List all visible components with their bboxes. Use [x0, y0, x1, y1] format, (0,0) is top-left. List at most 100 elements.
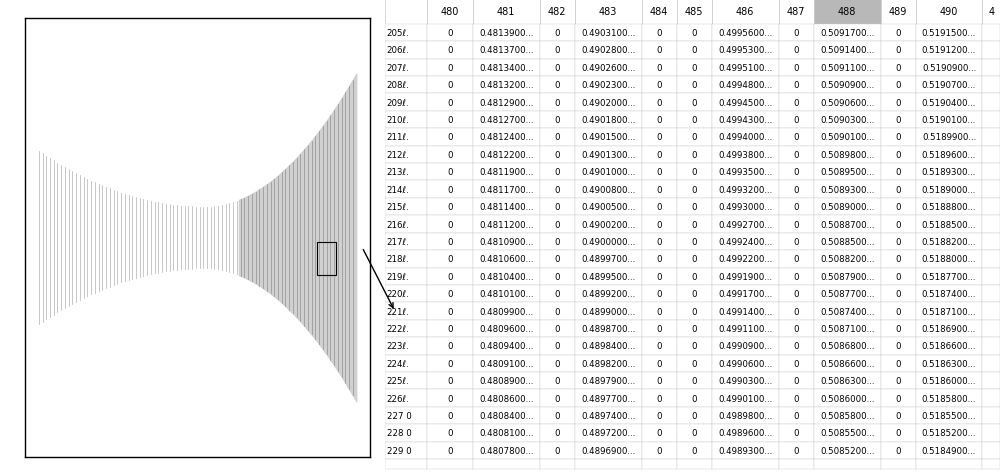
Bar [677, 60, 712, 77]
Bar [642, 147, 677, 164]
Bar [677, 216, 712, 233]
Text: 482: 482 [548, 8, 566, 17]
Text: 0.4993000...: 0.4993000... [718, 203, 772, 212]
Text: 0: 0 [656, 289, 662, 298]
Text: 0.4811700...: 0.4811700... [479, 185, 533, 194]
Bar [427, 407, 473, 425]
Bar [916, 389, 982, 407]
Bar [385, 60, 427, 77]
Bar [473, 216, 540, 233]
Text: 0: 0 [447, 185, 453, 194]
Text: 0.5090300...: 0.5090300... [820, 116, 874, 125]
Bar [540, 42, 575, 60]
Bar [779, 60, 814, 77]
Text: 0.4991900...: 0.4991900... [718, 272, 772, 281]
Bar [385, 372, 427, 389]
Bar [916, 286, 982, 303]
Text: 0: 0 [692, 203, 697, 212]
Bar [881, 355, 916, 372]
Text: 0: 0 [692, 289, 697, 298]
Bar [982, 303, 1000, 320]
Text: 0.4995100...: 0.4995100... [718, 64, 772, 73]
Bar [427, 251, 473, 268]
Bar [385, 233, 427, 250]
Text: 0: 0 [692, 255, 697, 264]
Bar [779, 77, 814, 94]
Bar [779, 129, 814, 147]
Bar [982, 233, 1000, 250]
Bar [982, 407, 1000, 425]
Text: 0.4812900...: 0.4812900... [479, 99, 533, 108]
Bar [385, 216, 427, 233]
Bar [642, 268, 677, 286]
Text: 0: 0 [554, 220, 560, 229]
Text: 0: 0 [895, 29, 901, 38]
Text: 0.5086800...: 0.5086800... [820, 342, 874, 351]
Text: 0: 0 [793, 446, 799, 455]
Bar [916, 216, 982, 233]
Bar [881, 25, 916, 42]
Bar [881, 320, 916, 337]
Bar [540, 25, 575, 42]
Text: 0: 0 [692, 168, 697, 177]
Text: 0: 0 [895, 81, 901, 90]
Text: 0.4811200...: 0.4811200... [479, 220, 533, 229]
Bar [982, 459, 1000, 469]
Bar [712, 60, 779, 77]
Text: 0: 0 [656, 428, 662, 437]
Bar [427, 303, 473, 320]
Text: 0.4994500...: 0.4994500... [718, 99, 772, 108]
Text: 0.4810900...: 0.4810900... [479, 238, 533, 247]
Bar [814, 181, 881, 198]
Text: 207ℓ.: 207ℓ. [387, 64, 410, 73]
Text: 0.5186000...: 0.5186000... [922, 377, 976, 386]
Text: 0: 0 [447, 324, 453, 333]
Bar [712, 355, 779, 372]
Text: 0: 0 [554, 289, 560, 298]
Bar [677, 42, 712, 60]
Bar [779, 389, 814, 407]
Text: 211ℓ.: 211ℓ. [387, 133, 410, 142]
Bar [916, 164, 982, 181]
Text: 0: 0 [554, 394, 560, 403]
Bar [814, 233, 881, 250]
Bar [779, 181, 814, 198]
Text: 0: 0 [895, 150, 901, 159]
Text: 0.4900500...: 0.4900500... [581, 203, 635, 212]
Bar [575, 112, 642, 129]
Bar [677, 303, 712, 320]
Bar [540, 181, 575, 198]
Bar [916, 94, 982, 112]
Text: 0: 0 [793, 394, 799, 403]
Bar [982, 181, 1000, 198]
Bar [427, 355, 473, 372]
Bar [473, 337, 540, 355]
Bar [982, 94, 1000, 112]
Text: 0: 0 [895, 307, 901, 316]
Text: 0.5088500...: 0.5088500... [820, 238, 874, 247]
Bar [385, 147, 427, 164]
Bar [982, 425, 1000, 442]
Bar [575, 337, 642, 355]
Text: 0.5187100...: 0.5187100... [922, 307, 976, 316]
Text: 0.5190900...: 0.5190900... [922, 64, 976, 73]
Text: 225ℓ.: 225ℓ. [387, 377, 410, 386]
Bar [473, 0, 540, 25]
Text: 0.4896900...: 0.4896900... [581, 446, 635, 455]
Text: 0: 0 [692, 238, 697, 247]
Text: 0: 0 [895, 168, 901, 177]
Bar [982, 0, 1000, 25]
Bar [779, 233, 814, 250]
Text: 0.4992700...: 0.4992700... [718, 220, 772, 229]
Bar [916, 60, 982, 77]
Bar [575, 320, 642, 337]
Text: 0.5187400...: 0.5187400... [922, 289, 976, 298]
Bar [540, 77, 575, 94]
Bar [881, 268, 916, 286]
Text: 0: 0 [793, 255, 799, 264]
Bar [712, 77, 779, 94]
Text: 0.4989800...: 0.4989800... [718, 411, 772, 420]
Bar [540, 372, 575, 389]
Bar [473, 129, 540, 147]
Bar [642, 425, 677, 442]
